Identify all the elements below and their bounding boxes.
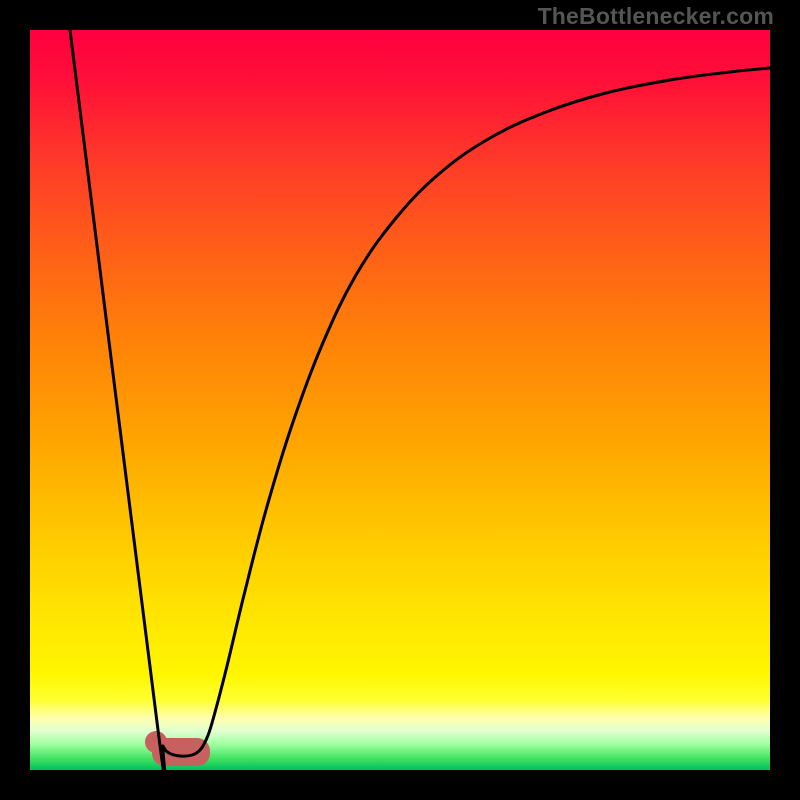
chart-overlay — [30, 30, 770, 770]
bottleneck-curve — [70, 30, 770, 770]
plot-area — [30, 30, 770, 770]
watermark-text: TheBottlenecker.com — [538, 3, 774, 30]
